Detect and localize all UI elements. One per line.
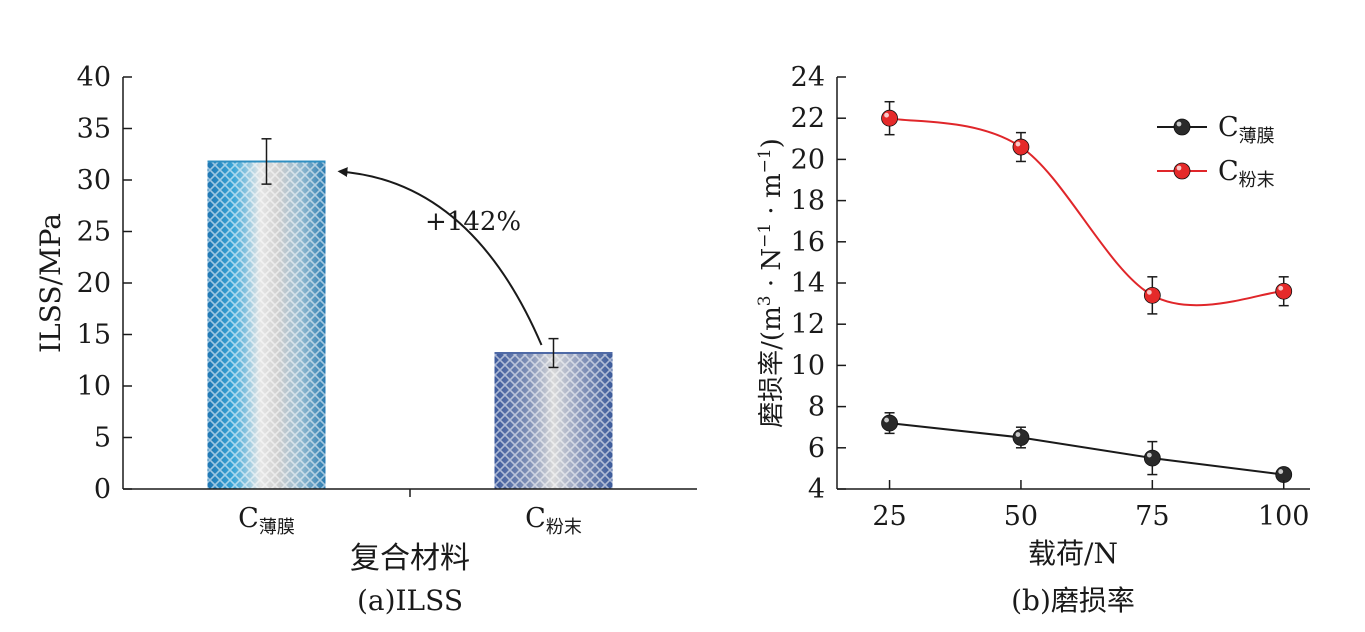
legend-label-0-sub: 薄膜: [1239, 126, 1275, 147]
legend-label-0: C薄膜: [1218, 112, 1275, 147]
data-point-1-0: [881, 109, 898, 127]
data-point-0-0: [881, 414, 898, 432]
y-tick-label-2: 10: [77, 371, 111, 402]
x-axis-label: 载荷/N: [1028, 537, 1118, 570]
y-axis-label: 磨损率/(m3 · N−1 · m−1): [755, 138, 787, 428]
y-tick-label-1: 5: [94, 423, 111, 454]
y-label-mid1: · N: [757, 248, 787, 296]
y-tick-label-8: 40: [77, 62, 111, 93]
legend-label-1: C粉末: [1218, 156, 1275, 191]
y-label-sup3: −1: [755, 148, 775, 173]
series-line-1: [889, 117, 1284, 307]
data-point-highlight-1-2: [1146, 289, 1152, 295]
data-point-highlight-1-0: [884, 112, 889, 118]
y-tick-label-5: 14: [791, 268, 825, 299]
bars: [207, 160, 613, 489]
y-tick-label-0: 0: [94, 474, 111, 505]
series-lines: [889, 117, 1284, 476]
bar-texture-1: [494, 353, 613, 489]
y-tick-label-9: 22: [791, 103, 825, 134]
y-tick-label-7: 35: [77, 114, 111, 145]
y-label-prefix: 磨损率/(m: [757, 306, 787, 428]
y-ticks: 0 5 10 15 20 25 30 35 40: [77, 62, 132, 505]
y-tick-label-8: 20: [791, 144, 825, 175]
data-point-highlight-0-0: [884, 417, 889, 423]
y-tick-label-6: 16: [791, 227, 825, 258]
caption-a: (a)ILSS: [357, 584, 463, 617]
y-axis-label: ILSS/MPa: [34, 213, 67, 353]
data-point-highlight-0-2: [1146, 452, 1152, 458]
x-axis-label: 复合材料: [350, 541, 470, 576]
y-tick-label-0: 4: [808, 474, 825, 505]
y-tick-label-4: 12: [791, 309, 825, 340]
series-line-0: [889, 422, 1284, 476]
annotation-arrow: [337, 167, 543, 346]
x-tick-label-1-main: C: [525, 503, 546, 534]
legend-label-1-sub: 粉末: [1239, 170, 1275, 191]
y-tick-label-7: 18: [791, 186, 825, 217]
y-tick-label-4: 20: [77, 268, 111, 299]
data-point-highlight-1-1: [1015, 141, 1021, 147]
legend-marker-1: [1173, 162, 1191, 180]
y-label-mid2: · m: [757, 173, 787, 222]
legend-label-0-main: C: [1218, 112, 1239, 143]
x-tick-label-0: C薄膜: [238, 503, 295, 538]
y-tick-label-3: 15: [77, 320, 111, 351]
x-tick-label-0: 25: [872, 501, 906, 532]
x-tick-label-0-main: C: [238, 503, 259, 534]
data-point-highlight-0-1: [1015, 432, 1021, 437]
data-point-highlight-1-3: [1278, 285, 1284, 291]
x-ticks: C薄膜 C粉末: [238, 489, 582, 538]
x-tick-label-1: C粉末: [525, 503, 582, 538]
y-label-sup1: 3: [755, 295, 775, 306]
legend-label-1-main: C: [1218, 156, 1239, 187]
data-points: [881, 109, 1293, 483]
x-tick-label-3: 100: [1258, 501, 1310, 532]
x-tick-label-0-sub: 薄膜: [259, 517, 295, 538]
y-tick-label-1: 6: [808, 433, 825, 464]
error-bars: [261, 138, 559, 369]
annotation-label: +142%: [425, 207, 521, 237]
caption-b: (b)磨损率: [1011, 584, 1135, 617]
data-point-highlight-0-3: [1278, 469, 1284, 474]
data-point-0-1: [1012, 429, 1030, 446]
legend-marker-highlight-0: [1176, 121, 1182, 127]
data-point-1-1: [1012, 138, 1030, 156]
data-point-1-3: [1275, 282, 1293, 300]
y-tick-label-10: 24: [791, 62, 825, 93]
y-tick-label-3: 10: [791, 350, 825, 381]
y-label-sup2: −1: [755, 223, 775, 248]
x-tick-label-1: 50: [1004, 501, 1038, 532]
y-tick-label-5: 25: [77, 217, 111, 248]
data-point-1-2: [1143, 286, 1161, 304]
data-point-0-2: [1143, 449, 1161, 467]
legend-marker-highlight-1: [1176, 165, 1182, 171]
legend-marker-0: [1173, 118, 1191, 136]
y-ticks: 4 6 8 10 12 14 16 18 20 22 24: [791, 62, 846, 505]
y-tick-label-6: 30: [77, 165, 111, 196]
bar-texture-0: [207, 161, 326, 489]
x-tick-label-1-sub: 粉末: [546, 517, 582, 538]
x-ticks: 25 50 75 100: [872, 480, 1309, 532]
y-tick-label-2: 8: [808, 392, 825, 423]
y-label-suffix: ): [757, 138, 787, 148]
x-tick-label-2: 75: [1135, 501, 1169, 532]
